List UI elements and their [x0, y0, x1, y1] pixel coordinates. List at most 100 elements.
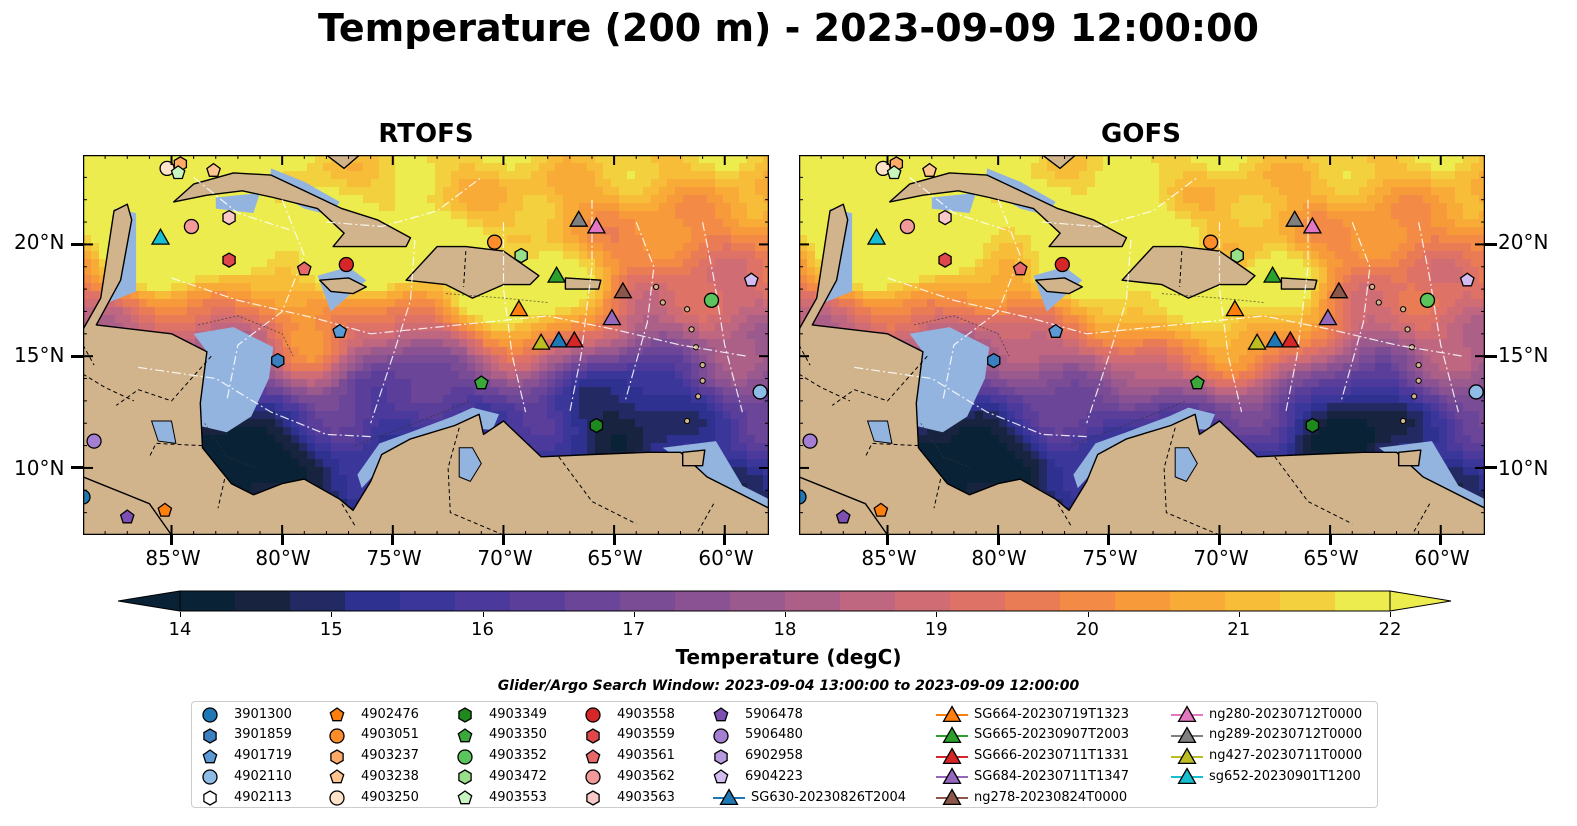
lon-tick [1439, 535, 1443, 545]
colorbar-swatch [180, 591, 236, 611]
lat-label-left: 15°N [14, 343, 65, 367]
legend-marker-icon [202, 769, 218, 786]
marker-SG630-20230826T2004 [549, 330, 569, 348]
legend-item: 4903237 [327, 747, 419, 765]
panel-title-gofs: GOFS [1101, 119, 1181, 149]
legend-label: 4903562 [617, 768, 675, 784]
country-border [217, 478, 226, 509]
marker-4902476 [157, 502, 173, 517]
lon-label: 60°W [1414, 546, 1470, 570]
marker-sg652-20230901T1200 [866, 227, 887, 245]
colorbar-tick [1087, 612, 1089, 617]
eez-line [887, 277, 1463, 357]
marker-4903238 [922, 162, 937, 177]
marker-6904223 [743, 272, 759, 287]
marker-4903561 [296, 261, 312, 276]
legend-marker-icon [457, 790, 473, 805]
marker-4903561 [1012, 261, 1028, 276]
marker-4903349 [589, 417, 604, 434]
land-jamaica [1035, 277, 1083, 295]
marker-5906480 [86, 433, 102, 449]
legend-marker-icon [936, 767, 968, 785]
legend-marker-icon [203, 728, 217, 744]
land-centralAm [799, 203, 1485, 535]
legend-label: ng280-20230712T0000 [1209, 706, 1363, 722]
colorbar-swatch [1060, 591, 1116, 611]
colorbar-tick [1238, 612, 1240, 617]
colorbar-swatch [565, 591, 621, 611]
colorbar-swatch [1335, 591, 1391, 611]
bathymetry-contour [204, 422, 256, 469]
legend-item: 4903558 [583, 705, 675, 723]
colorbar-swatch [620, 591, 676, 611]
colorbar-swatch [1005, 591, 1061, 611]
marker-3901300 [83, 489, 91, 505]
lat-tick [1485, 354, 1497, 358]
colorbar-tick-label: 20 [1076, 619, 1099, 640]
legend-marker-icon [586, 790, 600, 806]
legend-label: ng289-20230712T0000 [1209, 727, 1363, 743]
marker-4903350 [1189, 375, 1205, 390]
marker-4902110 [1468, 384, 1484, 400]
colorbar-swatch [1225, 591, 1281, 611]
marker-4902110 [752, 384, 768, 400]
lon-tick [612, 535, 616, 545]
legend-marker-icon [457, 748, 473, 765]
legend-label: 4902110 [234, 768, 292, 784]
country-border [1163, 427, 1220, 535]
legend-label: 6904223 [745, 768, 803, 784]
country-border [799, 344, 811, 366]
colorbar-swatch [510, 591, 566, 611]
bathymetry-contour [920, 422, 972, 469]
legend-label: SG665-20230907T2003 [974, 727, 1130, 743]
map-panel-gofs [799, 155, 1485, 535]
country-border [83, 373, 135, 402]
eez-line [854, 366, 1087, 438]
legend-item: 4902113 [200, 788, 292, 806]
island [688, 326, 695, 333]
frame-ticks [83, 155, 769, 535]
legend-label: 4903559 [617, 727, 675, 743]
legend-label: SG666-20230711T1331 [974, 748, 1130, 764]
country-border [83, 344, 95, 366]
marker-ng289-20230712T0000 [1285, 209, 1305, 227]
lat-tick [1485, 466, 1497, 470]
marker-4903559 [222, 252, 236, 268]
colorbar-tick-label: 22 [1378, 619, 1402, 640]
marker-4903350 [473, 375, 489, 390]
eez-line [370, 239, 416, 424]
legend-item: 5906480 [711, 726, 803, 744]
lat-tick [1485, 242, 1497, 246]
marker-SG665-20230907T2003 [1262, 265, 1283, 283]
lon-label: 65°W [587, 546, 643, 570]
country-border [799, 373, 851, 402]
marker-4903563 [222, 209, 236, 226]
marker-ng289-20230712T0000 [569, 209, 589, 227]
legend-item: SG630-20230826T2004 [711, 788, 906, 806]
island [695, 393, 702, 400]
bathymetry-contour [1071, 400, 1187, 447]
eez-line [226, 199, 305, 402]
lat-label-left: 20°N [14, 230, 65, 254]
marker-4903352 [703, 292, 720, 308]
bathymetry-contour [445, 293, 548, 303]
eez-line [624, 221, 655, 402]
land-jamaica [319, 277, 367, 295]
legend-marker-icon [936, 746, 968, 764]
colorbar-tick [1390, 612, 1391, 617]
marker-3901300 [799, 489, 807, 505]
country-border [695, 503, 715, 535]
marker-4901719 [1048, 323, 1064, 338]
marker-4903562 [183, 218, 200, 235]
colorbar-tick-label: 18 [773, 619, 797, 640]
legend-marker-icon [1171, 725, 1203, 743]
legend-item: 4903562 [583, 767, 675, 786]
marker-4901719 [332, 323, 348, 338]
colorbar-under-arrow [118, 590, 181, 612]
lake [1174, 447, 1198, 483]
bathymetry-contour [914, 315, 1010, 357]
eez-line [1086, 239, 1132, 424]
marker-SG664-20230719T1323 [1225, 299, 1245, 317]
eez-line [326, 176, 482, 228]
observation-points [83, 156, 768, 524]
